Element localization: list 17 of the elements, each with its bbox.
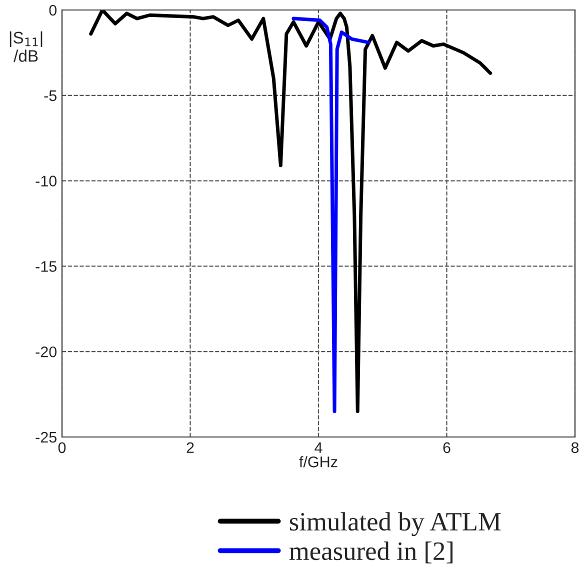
y-tick-label: -20 [36,346,57,358]
legend-label: simulated by ATLM [290,512,501,536]
x-tick-label: 4 [314,442,322,453]
x-tick-label: 8 [571,442,579,454]
line-series [292,16,370,414]
y-tick-label: -10 [36,176,57,186]
y-axis-title: |S$_{11}$| /dB [10,31,42,62]
y-tick-label: -25 [36,432,56,443]
y-tick-label: 0 [49,4,57,16]
y-tick-label: -15 [36,261,56,272]
legend-label: measured in [2] [289,542,453,564]
x-axis-title: f/GHz [299,456,338,468]
x-tick-label: 6 [443,442,450,454]
line-series [89,10,492,414]
x-tick-label: 0 [58,442,66,454]
x-tick-label: 2 [186,442,194,453]
y-tick-label: -5 [44,90,56,102]
